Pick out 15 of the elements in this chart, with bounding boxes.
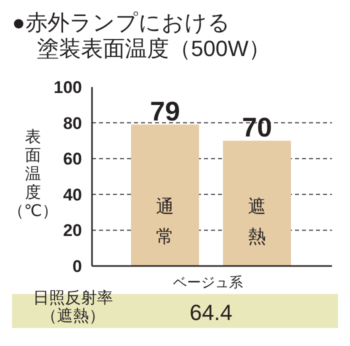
title: ●赤外ランプにおける塗装表面温度（500W） [12, 10, 270, 61]
y-tick-label: 0 [72, 257, 82, 276]
data-label: 79 [150, 96, 180, 127]
text: 64.4 [190, 300, 232, 325]
data-label: 70 [242, 112, 272, 143]
text: 日照反射率（遮熱） [33, 289, 113, 325]
y-tick-label: 100 [54, 78, 82, 97]
y-tick-label: 40 [63, 185, 82, 204]
y-tick-label: 80 [63, 114, 82, 133]
y-tick-label: 20 [63, 221, 82, 240]
x-tick-label: 通常 [156, 196, 174, 246]
y-axis-title: 表面温度（℃） [8, 128, 58, 220]
x-tick-label: 遮熱 [248, 196, 266, 246]
y-tick-label: 60 [63, 150, 82, 169]
x-axis-title: ベージュ系 [173, 274, 243, 290]
